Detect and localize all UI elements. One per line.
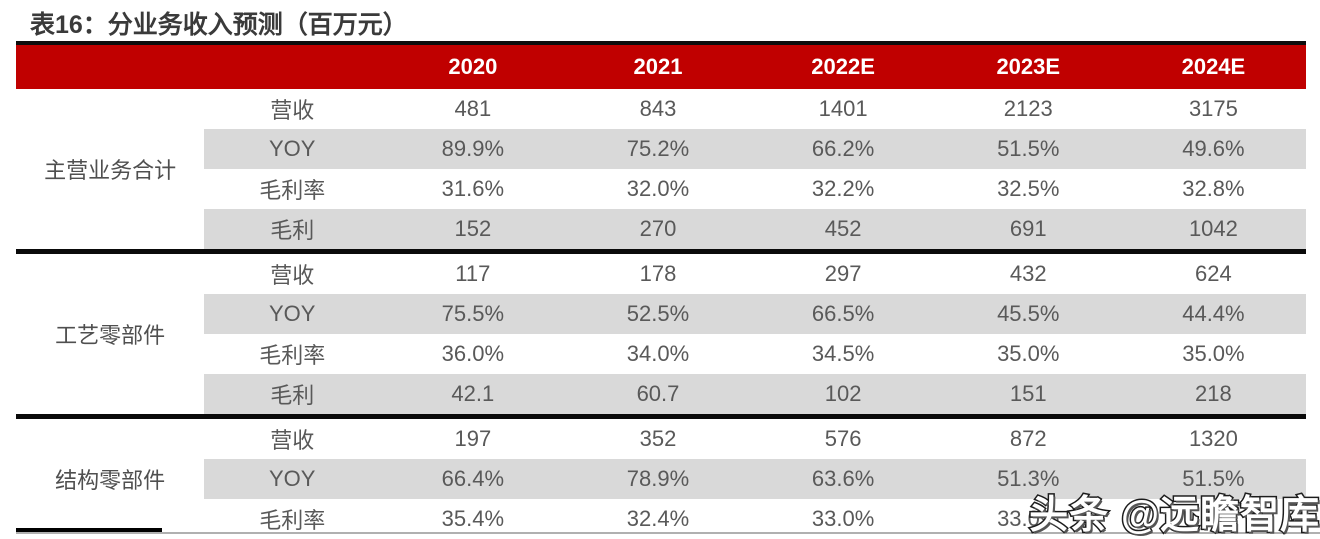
value-cell: 60.7	[565, 374, 751, 419]
value-cell: 44.4%	[1120, 294, 1306, 334]
group-label-cell: 主营业务合计	[16, 89, 205, 254]
table-bottom-border-segment	[16, 528, 162, 534]
value-cell: 51.5%	[935, 129, 1121, 169]
value-cell: 89.9%	[380, 129, 566, 169]
value-cell: 32.4%	[626, 506, 690, 531]
metric-cell: 营收	[270, 98, 315, 123]
value-cell: 2123	[1003, 96, 1053, 121]
value-cell: 3175	[1188, 96, 1238, 121]
value-cell: 75.2%	[565, 129, 751, 169]
value-cell: 66.5%	[750, 294, 936, 334]
metric-cell: YOY	[204, 294, 381, 334]
value-cell: 102	[750, 374, 936, 419]
value-cell: 1042	[1120, 209, 1306, 254]
value-cell: 178	[639, 261, 677, 286]
header-corner-cell	[16, 41, 381, 89]
value-cell: 35.0%	[997, 341, 1060, 366]
group-label-cell: 结构零部件	[55, 468, 166, 493]
value-cell: 32.5%	[997, 176, 1060, 201]
value-cell: 75.5%	[380, 294, 566, 334]
value-cell: 691	[935, 209, 1121, 254]
value-cell: 66.4%	[380, 459, 566, 499]
metric-cell: YOY	[204, 129, 381, 169]
table-bottom-rule	[16, 532, 1320, 534]
value-cell: 33.0%	[997, 506, 1060, 531]
table-row: 结构零部件 营收 197 352 576 872 1320	[16, 417, 1306, 493]
value-cell: 32.2%	[811, 176, 875, 201]
table-row: YOY 75.5% 52.5% 66.5% 45.5% 44.4%	[16, 294, 1306, 334]
year-header-cell: 2022E	[750, 41, 936, 89]
year-header-cell: 2024E	[1120, 41, 1306, 89]
value-cell: 872	[1009, 426, 1047, 451]
year-header-cell: 2020	[380, 41, 566, 89]
metric-cell: 毛利	[204, 374, 381, 419]
value-cell: 34.0%	[626, 341, 690, 366]
value-cell: 843	[639, 96, 677, 121]
table-row: 主营业务合计 营收 481 843 1401 2123 3175	[16, 89, 1306, 254]
value-cell: 51.3%	[935, 459, 1121, 499]
value-cell: 78.9%	[565, 459, 751, 499]
table-row: 毛利 42.1 60.7 102 151 218	[16, 374, 1306, 419]
value-cell: 49.6%	[1120, 129, 1306, 169]
value-cell: 33.0%	[811, 506, 875, 531]
value-cell: 42.1	[380, 374, 566, 419]
metric-cell: 营收	[270, 428, 315, 453]
value-cell: 624	[1195, 261, 1232, 286]
value-cell: 66.2%	[750, 129, 936, 169]
metric-cell: 毛利	[204, 209, 381, 254]
forecast-table: 2020 2021 2022E 2023E 2024E 主营业务合计 营收 481 843 14…	[16, 41, 1306, 539]
table-header-row: 2020 2021 2022E 2023E 2024E	[16, 41, 1306, 89]
value-cell: 152	[380, 209, 566, 254]
watermark-text: 头条 @远瞻智库	[1028, 493, 1320, 539]
value-cell: 52.5%	[565, 294, 751, 334]
group-label-cell: 工艺零部件	[16, 251, 205, 419]
segment-group: 结构零部件 营收 197 352 576 872 1320 YOY 66.4% 78.9% 63.6…	[16, 417, 1306, 539]
value-cell: 197	[454, 426, 492, 451]
metric-cell: 毛利率	[259, 343, 326, 368]
value-cell: 31.6%	[441, 176, 505, 201]
year-header-cell: 2021	[565, 41, 751, 89]
value-cell: 51.5%	[1120, 459, 1306, 499]
metric-cell: 毛利率	[259, 178, 326, 203]
value-cell: 576	[824, 426, 862, 451]
value-cell: 117	[455, 261, 491, 286]
value-cell: 218	[1120, 374, 1306, 419]
table-row: YOY 66.4% 78.9% 63.6% 51.3% 51.5%	[16, 459, 1306, 499]
metric-cell: YOY	[204, 459, 381, 499]
value-cell: 1401	[818, 96, 868, 121]
table-row: 工艺零部件 营收 117 178 297 432 624	[16, 251, 1306, 419]
value-cell: 32.0%	[626, 176, 690, 201]
table-row: 毛利 152 270 452 691 1042	[16, 209, 1306, 254]
value-cell: 151	[935, 374, 1121, 419]
value-cell: 36.0%	[441, 341, 505, 366]
table-row: 毛利率 31.6% 32.0% 32.2% 32.5% 32.8%	[16, 169, 1306, 209]
segment-group: 主营业务合计 营收 481 843 1401 2123 3175 YOY 89.9% 75.2% 6…	[16, 89, 1306, 254]
value-cell: 481	[454, 96, 492, 121]
value-cell: 34.5%	[811, 341, 875, 366]
value-cell: 63.6%	[750, 459, 936, 499]
metric-cell: 毛利率	[259, 508, 326, 533]
value-cell: 297	[824, 261, 862, 286]
value-cell: 270	[565, 209, 751, 254]
table-row: YOY 89.9% 75.2% 66.2% 51.5% 49.6%	[16, 129, 1306, 169]
segment-group: 工艺零部件 营收 117 178 297 432 624 YOY 75.5% 52.5% 66.5%…	[16, 251, 1306, 419]
page-title: 表16：分业务收入预测（百万元）	[30, 11, 408, 39]
value-cell: 32.8%	[1182, 176, 1245, 201]
value-cell: 352	[639, 426, 677, 451]
value-cell: 1320	[1188, 426, 1238, 451]
table-row: 毛利率 36.0% 34.0% 34.5% 35.0% 35.0%	[16, 334, 1306, 374]
value-cell: 45.5%	[935, 294, 1121, 334]
table-row: 毛利率 35.4% 32.4% 33.0% 33.0%	[16, 499, 1306, 539]
value-cell: 35.0%	[1182, 341, 1245, 366]
value-cell: 452	[750, 209, 936, 254]
value-cell: 432	[1009, 261, 1047, 286]
value-cell: 35.4%	[441, 506, 505, 531]
year-header-cell: 2023E	[935, 41, 1121, 89]
metric-cell: 营收	[270, 263, 315, 288]
